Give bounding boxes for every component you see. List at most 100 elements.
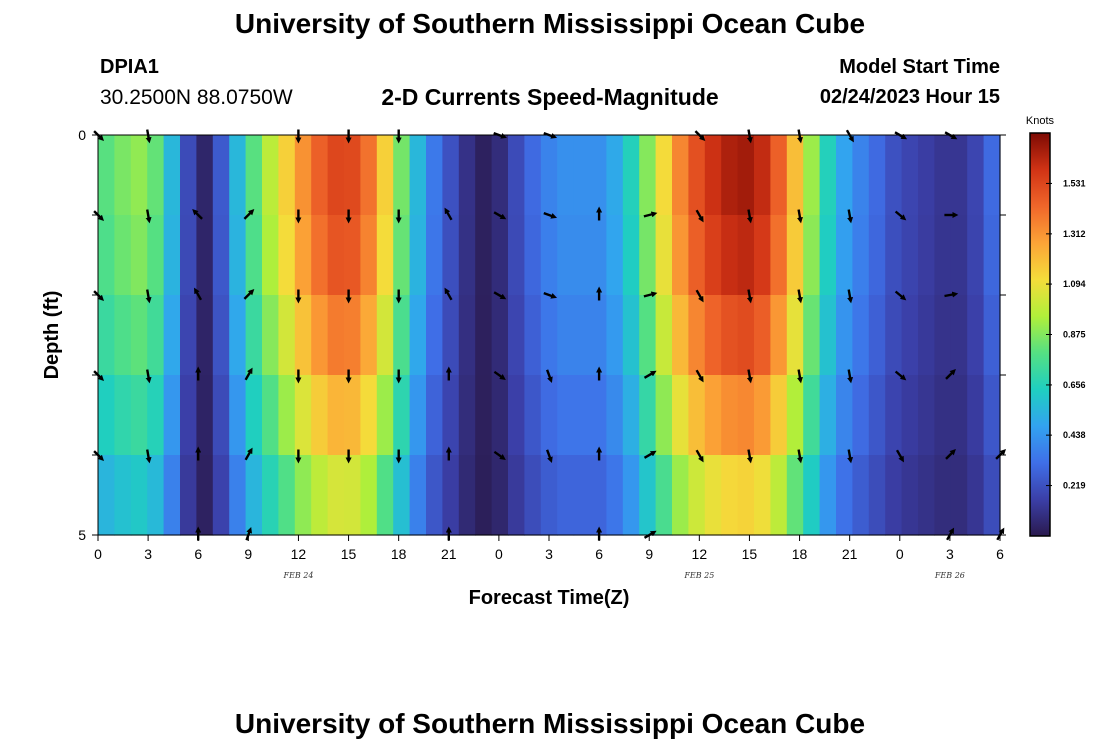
heatmap-cell [278, 455, 296, 536]
heatmap-cell [803, 455, 821, 536]
heatmap-cell [114, 375, 132, 456]
chart-axes: 0 3 6 9 12 15 18 21 0 3 6 9 12 15 18 21 0 3 6 FEB 24 FEB 25 F… [78, 127, 1006, 580]
heatmap-cell [606, 375, 624, 456]
heatmap-cell [852, 375, 870, 456]
heatmap-cell [803, 215, 821, 296]
heatmap-cell [622, 375, 640, 456]
x-tick-label: 0 [896, 546, 904, 562]
heatmap-cell [212, 135, 230, 216]
heatmap-cell [426, 375, 443, 456]
heatmap-cell [721, 135, 739, 216]
chart-title: University of Southern Mississippi Ocean… [234, 8, 866, 39]
heatmap-cell [967, 215, 985, 296]
heatmap-cell [196, 215, 214, 296]
heatmap-cell [852, 295, 870, 376]
heatmap-cell [819, 135, 837, 216]
heatmap-cell [294, 375, 312, 456]
current-arrow-icon [845, 129, 854, 143]
heatmap-cell [311, 135, 329, 216]
heatmap-cell [655, 135, 673, 216]
heatmap-cell [836, 135, 853, 216]
heatmap-cell [311, 215, 329, 296]
x-axis-label: Forecast Time(Z) [469, 587, 630, 609]
heatmap-cell [557, 215, 575, 296]
heatmap-cell [458, 455, 476, 536]
heatmap-cell [704, 215, 722, 296]
heatmap-cell [688, 295, 706, 376]
heatmap-cell [868, 375, 886, 456]
heatmap-cell [639, 135, 657, 216]
heatmap-cell [573, 215, 591, 296]
heatmap-cell [98, 295, 115, 376]
heatmap-cell [868, 135, 886, 216]
heatmap-cell [622, 455, 640, 536]
heatmap-cell [655, 455, 673, 536]
heatmap-cell [573, 375, 591, 456]
heatmap-cell [770, 375, 788, 456]
heatmap-cell [819, 375, 837, 456]
heatmap-cell [262, 455, 279, 536]
heatmap-cell [983, 455, 1001, 536]
heatmap-cell [475, 135, 493, 216]
heatmap-cell [491, 375, 509, 456]
current-arrow-icon [944, 131, 958, 140]
heatmap-cell [180, 375, 197, 456]
colorbar: Knots 0.219 0.438 0.656 0.875 1.094 1.312 1.53… [1026, 115, 1086, 537]
heatmap-cell [606, 215, 624, 296]
heatmap-cell [786, 375, 804, 456]
heatmap-cell [540, 295, 558, 376]
current-arrow-icon [145, 129, 152, 144]
heatmap-cell [376, 295, 394, 376]
heatmap-cell [196, 295, 214, 376]
heatmap-cell [754, 455, 771, 536]
heatmap-cell [770, 295, 788, 376]
heatmap-cell [344, 295, 361, 376]
heatmap-cell [672, 375, 689, 456]
current-arrow-icon [243, 288, 255, 300]
heatmap-cell [278, 215, 296, 296]
heatmap-cell [327, 375, 345, 456]
heatmap-cell [327, 215, 345, 296]
heatmap-cell [737, 455, 755, 536]
heatmap-cell [311, 375, 329, 456]
heatmap-cell [704, 375, 722, 456]
heatmap-cell [885, 455, 903, 536]
heatmap-cell [901, 135, 919, 216]
current-arrow-icon [847, 289, 854, 304]
heatmap-cell [360, 375, 378, 456]
heatmap-cell [639, 455, 657, 536]
heatmap-cell [606, 135, 624, 216]
heatmap-cell [934, 455, 952, 536]
heatmap-cell [573, 455, 591, 536]
heatmap-cell [376, 215, 394, 296]
heatmap-cell [540, 135, 558, 216]
heatmap-cell [114, 135, 132, 216]
heatmap-cell [885, 295, 903, 376]
heatmap-cell [950, 135, 968, 216]
heatmap-cell [934, 215, 952, 296]
heatmap-cell [163, 455, 181, 536]
heatmap-cell [918, 295, 935, 376]
heatmap-cell [98, 215, 115, 296]
heatmap-cell [229, 295, 247, 376]
heatmap-cell [130, 135, 148, 216]
heatmap-cell [475, 295, 493, 376]
x-tick-label: 9 [244, 546, 252, 562]
heatmap-cell [819, 455, 837, 536]
heatmap-cell [344, 375, 361, 456]
current-arrow-icon [746, 129, 753, 144]
heatmap-cell [786, 295, 804, 376]
heatmap-cell [163, 375, 181, 456]
heatmap-cell [212, 455, 230, 536]
y-tick-label: 0 [78, 127, 86, 143]
chart-subtitle: 2-D Currents Speed-Magnitude [381, 84, 719, 110]
heatmap-cell [360, 135, 378, 216]
heatmap-cell [950, 215, 968, 296]
heatmap-cell [426, 455, 443, 536]
colorbar-tick-label: 1.312 [1063, 229, 1086, 239]
heatmap-cell [508, 215, 525, 296]
current-arrow-icon [543, 131, 558, 139]
current-arrow-icon [543, 291, 558, 299]
current-arrow-icon [847, 209, 854, 224]
heatmap-cell [868, 215, 886, 296]
